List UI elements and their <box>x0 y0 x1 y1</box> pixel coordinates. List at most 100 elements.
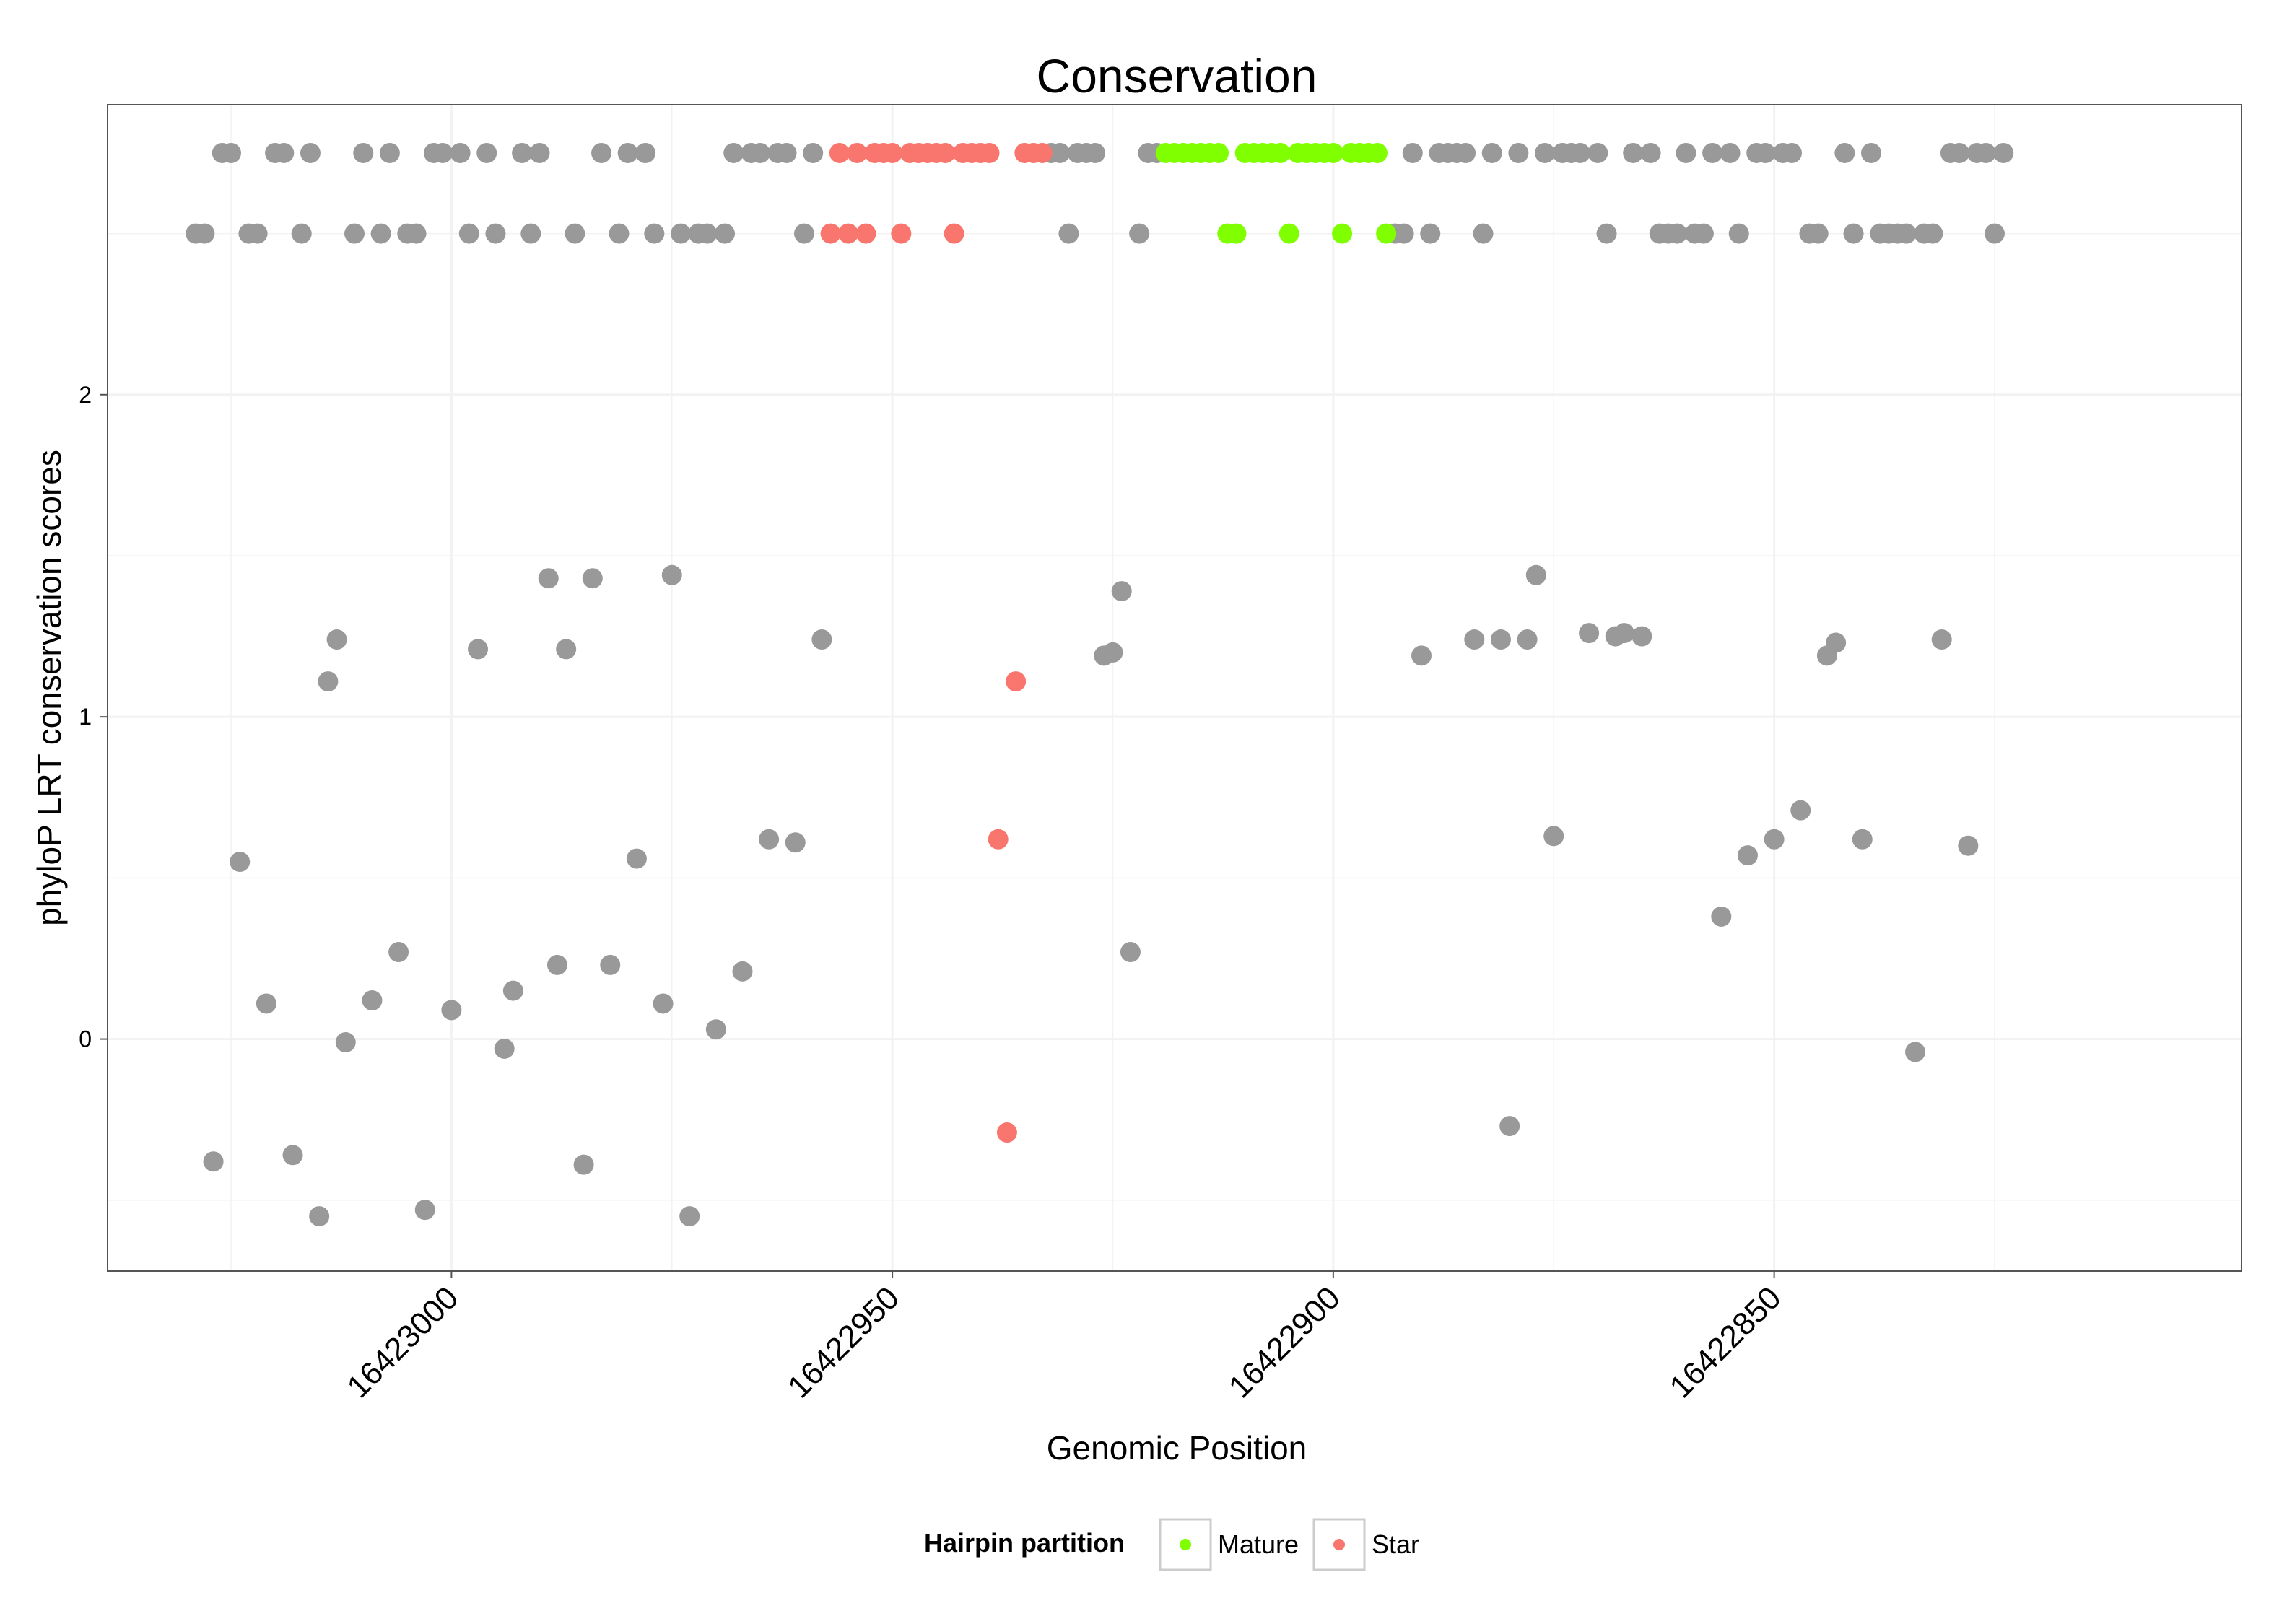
legend-star-dot <box>1333 1539 1345 1550</box>
data-point-other <box>609 223 630 244</box>
data-point-other <box>776 142 797 163</box>
legend-title: Hairpin partition <box>924 1528 1125 1558</box>
data-point-other <box>1922 223 1943 244</box>
data-point-other <box>1464 629 1485 650</box>
data-point-other <box>1569 142 1590 163</box>
data-point-other <box>715 223 736 244</box>
x-tick-label: 16423000 <box>340 1280 465 1405</box>
data-point-other <box>785 832 806 853</box>
data-point-other <box>1085 142 1106 163</box>
panel-background <box>108 105 2242 1271</box>
data-point-other <box>793 223 814 244</box>
data-point-other <box>1720 142 1741 163</box>
data-point-other <box>1120 942 1141 963</box>
data-point-star <box>1032 142 1053 163</box>
data-point-other <box>485 223 506 244</box>
data-point-mature <box>1323 142 1343 163</box>
data-point-other <box>1579 623 1600 644</box>
data-point-other <box>1517 629 1538 650</box>
data-point-other <box>450 142 471 163</box>
data-point-mature <box>1278 223 1299 244</box>
series-mature <box>1155 142 1397 244</box>
data-point-other <box>494 1038 515 1059</box>
data-point-star <box>1006 671 1027 692</box>
y-tick-label: 2 <box>79 382 92 408</box>
series-other <box>186 142 2014 1227</box>
data-point-other <box>247 223 268 244</box>
plot-panel <box>107 104 2242 1272</box>
legend: Hairpin partition Mature Star <box>924 1518 1419 1571</box>
data-point-other <box>1102 642 1123 663</box>
data-point-other <box>370 223 391 244</box>
data-point-other <box>476 142 497 163</box>
data-point-star <box>855 223 876 244</box>
data-point-other <box>414 1200 435 1221</box>
data-point-other <box>653 993 674 1014</box>
data-point-other <box>1535 142 1556 163</box>
data-point-star <box>838 223 859 244</box>
y-axis-title: phyloP LRT conservation scores <box>30 450 68 926</box>
data-point-other <box>291 223 312 244</box>
data-point-other <box>1499 1116 1520 1137</box>
data-point-other <box>256 993 276 1014</box>
data-point-mature <box>1367 142 1388 163</box>
data-point-other <box>1129 223 1150 244</box>
data-point-other <box>661 564 682 585</box>
legend-label-star: Star <box>1372 1529 1419 1559</box>
data-point-other <box>1755 142 1776 163</box>
data-point-other <box>1790 800 1811 821</box>
legend-mature-dot <box>1180 1539 1191 1550</box>
data-point-other <box>1711 906 1732 927</box>
data-point-other <box>1058 223 1079 244</box>
data-point-other <box>573 1154 594 1175</box>
y-tick-label: 0 <box>79 1026 92 1052</box>
data-point-other <box>1455 142 1476 163</box>
data-point-other <box>565 223 585 244</box>
data-point-other <box>1508 142 1529 163</box>
data-point-other <box>617 142 638 163</box>
data-point-other <box>318 671 339 692</box>
data-point-other <box>1896 223 1917 244</box>
data-point-other <box>723 142 744 163</box>
data-point-other <box>1852 829 1873 850</box>
data-point-other <box>670 223 691 244</box>
data-point-other <box>1473 223 1494 244</box>
data-point-other <box>388 942 409 963</box>
data-point-other <box>1481 142 1502 163</box>
data-point-star <box>935 142 956 163</box>
data-point-other <box>1958 835 1979 856</box>
data-point-star <box>944 223 964 244</box>
data-point-other <box>335 1032 356 1053</box>
data-point-other <box>529 142 550 163</box>
data-point-other <box>468 639 489 660</box>
y-axis: 0 1 2 <box>79 382 108 1052</box>
data-point-other <box>1808 223 1829 244</box>
data-point-other <box>1782 142 1803 163</box>
data-point-other <box>1632 626 1652 647</box>
data-point-other <box>362 990 383 1011</box>
data-point-star <box>847 142 868 163</box>
chart-title: Conservation <box>1037 49 1317 102</box>
data-point-other <box>441 1000 462 1021</box>
data-point-mature <box>1270 142 1291 163</box>
data-point-other <box>502 980 523 1001</box>
data-point-other <box>1737 845 1758 866</box>
data-point-other <box>811 629 832 650</box>
data-point-other <box>546 954 567 975</box>
data-point-star <box>891 223 912 244</box>
data-point-other <box>1543 826 1564 847</box>
panel-border <box>107 104 2242 1272</box>
series-star <box>820 142 1053 1143</box>
data-point-other <box>379 142 400 163</box>
data-point-other <box>803 142 824 163</box>
data-point-other <box>749 142 770 163</box>
data-point-other <box>282 1145 303 1166</box>
data-point-other <box>1860 142 1881 163</box>
x-tick-label: 16422900 <box>1222 1280 1347 1405</box>
legend-label-mature: Mature <box>1218 1529 1299 1559</box>
data-point-other <box>1402 142 1423 163</box>
data-point-other <box>1984 223 2005 244</box>
data-point-other <box>1975 142 1996 163</box>
data-point-other <box>1702 142 1723 163</box>
